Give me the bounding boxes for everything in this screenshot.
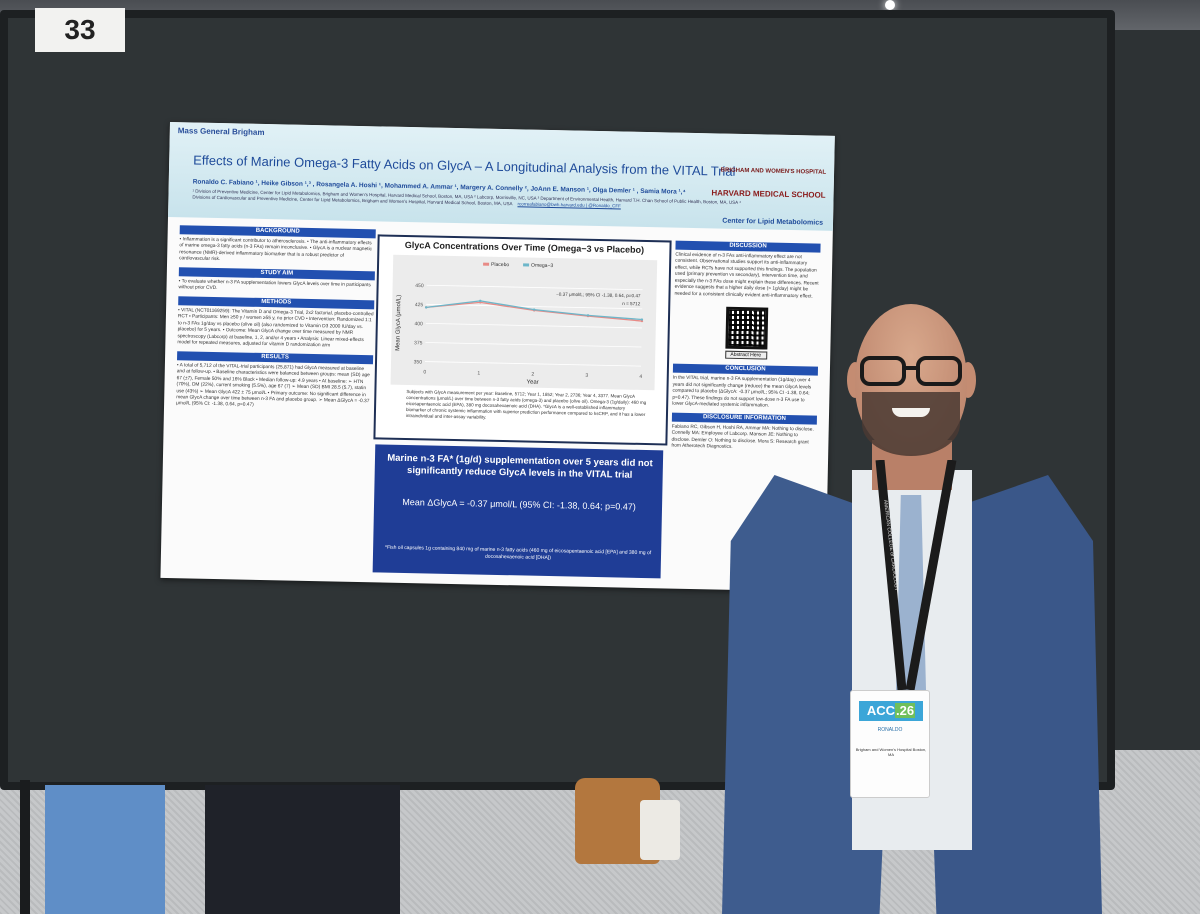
section-heading: STUDY AIM <box>178 267 375 281</box>
data-point <box>479 299 482 303</box>
x-tick-label: 2 <box>531 372 534 378</box>
chart-caption: Subjects with GlycA measurement per year… <box>405 389 647 420</box>
data-point <box>640 318 644 321</box>
y-tick-label: 350 <box>414 359 423 365</box>
chart-n-label: n = 5712 <box>622 301 641 306</box>
poster-left-column: BACKGROUND • Inflammation is a significa… <box>176 225 376 416</box>
y-tick-label: 400 <box>414 321 423 327</box>
chart-annotation: −0.37 μmol/L; 95% CI -1.38, 0.64, p=0.47 <box>556 292 641 299</box>
chart-title: GlycA Concentrations Over Time (Omega−3 … <box>404 239 645 255</box>
data-point <box>424 306 428 309</box>
board-number: 33 <box>35 8 125 52</box>
section-heading: RESULTS <box>177 350 374 364</box>
cloth <box>640 800 680 860</box>
x-axis-label: Year <box>526 380 538 386</box>
section-text: • To evaluate whether n-3 FA supplementa… <box>178 279 371 292</box>
key-statistic: Mean ΔGlycA = -0.37 μmol/L (95% CI: -1.3… <box>402 496 636 512</box>
lanyard: AMERICAN COLLEGE of CARDIOLOGY <box>875 460 957 691</box>
section-text: Clinical evidence of n-3 FAs anti-inflam… <box>674 252 819 300</box>
research-poster: Mass General Brigham Effects of Marine O… <box>160 122 835 592</box>
presenter: AMERICAN COLLEGE of CARDIOLOGY ACC.26 RO… <box>722 300 1102 914</box>
key-finding: Marine n-3 FA* (1g/d) supplementation ov… <box>387 452 653 482</box>
board-leg <box>20 780 30 914</box>
institution-logo: Mass General Brigham <box>177 126 265 137</box>
legend-swatch <box>483 262 490 266</box>
section-text: • A total of 5,712 of the VITAL-trial pa… <box>176 362 370 409</box>
section-heading: METHODS <box>178 296 375 310</box>
beard <box>862 392 960 456</box>
gridline <box>426 284 643 291</box>
legend-swatch <box>523 263 530 267</box>
section-text: • Inflammation is a significant contribu… <box>179 237 372 263</box>
x-tick-label: 4 <box>639 374 642 380</box>
adjacent-poster-board <box>1100 30 1200 750</box>
smile <box>892 408 930 417</box>
attendee-legs <box>205 785 400 914</box>
badge-org: Brigham and Women's Hospital Boston, MA <box>855 747 927 758</box>
data-point <box>586 314 590 317</box>
gridline <box>425 342 642 348</box>
section-text: • VITAL (NCT01169259): The Vitamin D and… <box>177 308 374 349</box>
name-badge: ACC.26 RONALDO Brigham and Women's Hospi… <box>850 690 930 798</box>
legend-label: Placebo <box>491 262 509 268</box>
chart-svg: 350 375 400 425 450 0 1 2 3 4 Year Mean GlycA (μmol… <box>395 262 644 386</box>
y-tick-label: 375 <box>414 340 423 346</box>
section-heading: DISCUSSION <box>675 240 821 253</box>
glyca-chart: GlycA Concentrations Over Time (Omega−3 … <box>373 234 672 446</box>
contact: rcorreafabiano@bwh.harvard.edu | @Ronald… <box>517 201 621 209</box>
section-heading: BACKGROUND <box>179 225 376 239</box>
gridline <box>425 361 641 367</box>
key-finding-box: Marine n-3 FA* (1g/d) supplementation ov… <box>372 444 664 579</box>
badge-name: RONALDO <box>877 727 903 733</box>
x-tick-label: 1 <box>477 370 480 376</box>
legend-label: Omega−3 <box>531 263 553 269</box>
y-tick-label: 425 <box>415 302 424 308</box>
chart-panel: 350 375 400 425 450 0 1 2 3 4 Year Mean GlycA (μmol… <box>390 254 658 391</box>
attendee-legs <box>45 785 165 914</box>
key-footnote: *Fish oil capsules 1g containing 840 mg … <box>384 544 652 561</box>
y-axis-label: Mean GlycA (μmol/L) <box>395 295 402 351</box>
gridline <box>425 323 642 329</box>
x-tick-label: 3 <box>585 373 588 379</box>
x-tick-label: 0 <box>423 369 426 375</box>
data-point <box>532 308 536 311</box>
acc-logo: ACC.26 <box>859 701 923 721</box>
ceiling-light <box>885 0 895 10</box>
gridline <box>426 303 643 310</box>
y-tick-label: 450 <box>415 283 424 289</box>
glasses-icon <box>860 356 964 386</box>
